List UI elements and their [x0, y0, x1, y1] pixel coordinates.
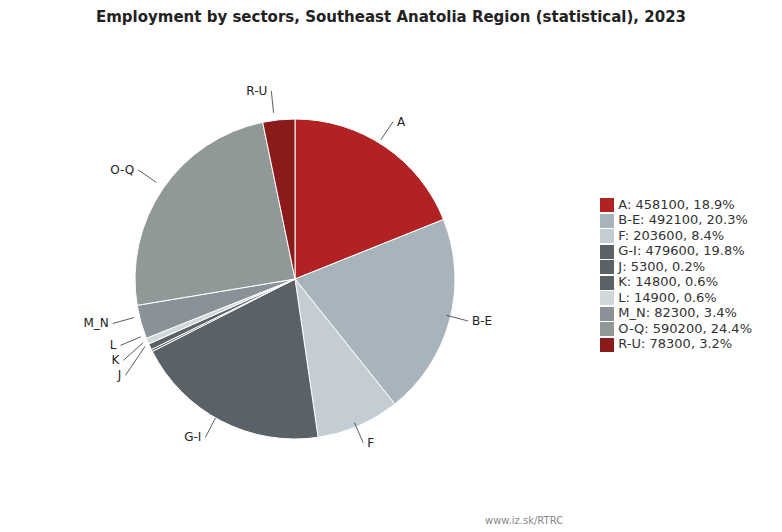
html-text:A: 458100, 18.9%: A: 458100, 18.9% — [618, 196, 735, 212]
svg-text:O-Q: O-Q — [110, 163, 134, 177]
svg-text:A: A — [397, 115, 406, 129]
html-text:B-E: 492100, 20.3%: B-E: 492100, 20.3% — [618, 212, 748, 227]
html-text:G-I: 479600, 19.8%: G-I: 479600, 19.8% — [618, 243, 745, 258]
html-text:F: 203600, 8.4%: F: 203600, 8.4% — [618, 227, 725, 243]
html-text:K: 14800, 0.6%: K: 14800, 0.6% — [618, 274, 718, 289]
svg-text:G-I: G-I — [184, 430, 201, 444]
svg-text:L: L — [110, 338, 117, 352]
svg-text:M_N: M_N — [83, 316, 108, 330]
html-text:Employment by sectors, Southea: Employment by sectors, Southeast Anatoli… — [96, 8, 686, 26]
svg-text:F: F — [367, 436, 374, 450]
svg-text:R-U: R-U — [246, 84, 267, 98]
svg-text:K: K — [111, 353, 120, 367]
html-text:J: 5300, 0.2%: J: 5300, 0.2% — [618, 258, 705, 274]
html-text:www.iz.sk/RTRC: www.iz.sk/RTRC — [485, 515, 564, 526]
svg-text:J: J — [117, 368, 122, 382]
html-text:L: 14900, 0.6%: L: 14900, 0.6% — [618, 289, 717, 305]
html-text:M_N: 82300, 3.4%: M_N: 82300, 3.4% — [618, 305, 737, 320]
svg-text:B-E: B-E — [472, 314, 492, 328]
html-text:R-U: 78300, 3.2%: R-U: 78300, 3.2% — [618, 336, 733, 351]
html-text:O-Q: 590200, 24.4%: O-Q: 590200, 24.4% — [618, 320, 752, 336]
